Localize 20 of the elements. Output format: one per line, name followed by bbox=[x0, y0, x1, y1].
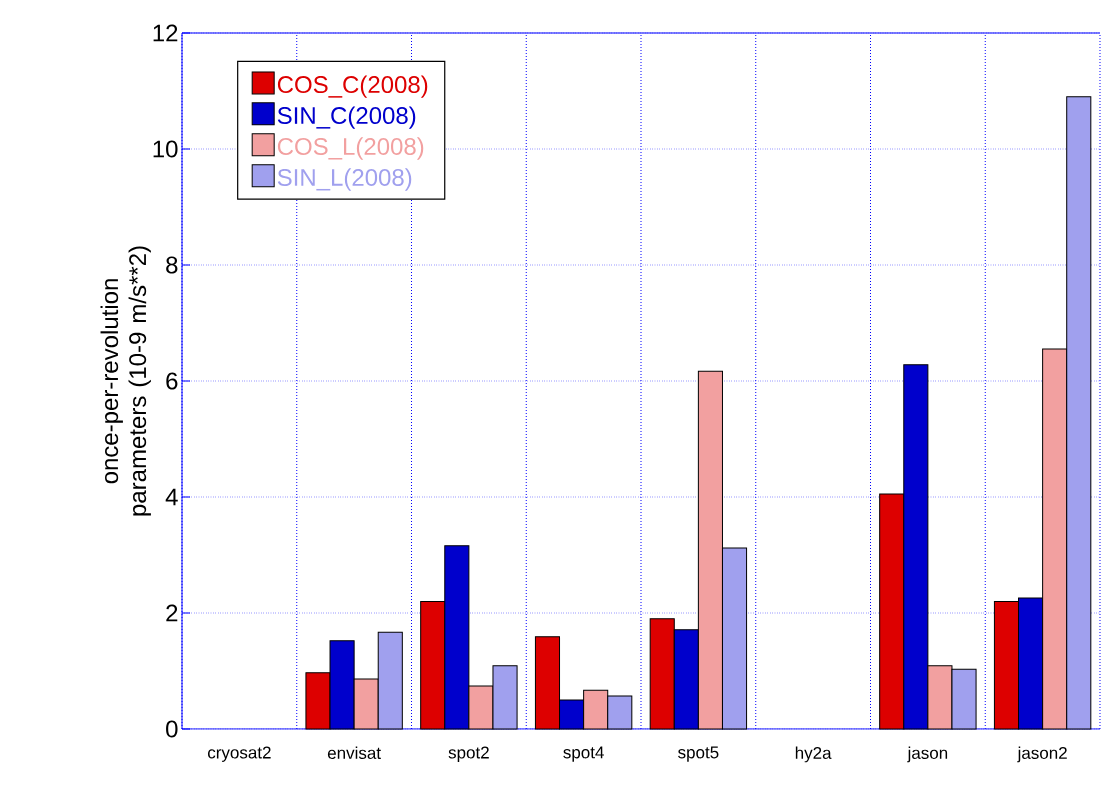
x-tick-label: spot4 bbox=[563, 746, 604, 762]
y-tick-label: 6 bbox=[166, 372, 178, 390]
x-tick-label: spot2 bbox=[448, 746, 489, 762]
x-tick-label: hy2a bbox=[795, 746, 832, 763]
y-tick-label: 10 bbox=[153, 140, 178, 158]
x-tick-label: spot5 bbox=[678, 746, 719, 762]
x-tick-label: envisat bbox=[327, 746, 381, 760]
y-axis-title: once-per-revolution parameters (10-9 m/s**2) bbox=[100, 246, 151, 516]
x-tick-label: cryosat2 bbox=[207, 746, 271, 762]
legend-label: SIN_L(2008) bbox=[277, 168, 412, 191]
x-tick-label: jason2 bbox=[1017, 746, 1067, 763]
y-tick-label: 0 bbox=[166, 720, 178, 738]
y-tick-label: 2 bbox=[166, 604, 178, 622]
y-tick-label: 8 bbox=[166, 256, 178, 274]
legend-label: COS_L(2008) bbox=[277, 137, 424, 160]
legend-label: SIN_C(2008) bbox=[277, 106, 416, 129]
y-tick-label: 4 bbox=[165, 488, 178, 506]
y-tick-label: 12 bbox=[153, 24, 178, 42]
legend-label: COS_C(2008) bbox=[277, 75, 428, 98]
x-tick-label: jason bbox=[907, 746, 948, 763]
